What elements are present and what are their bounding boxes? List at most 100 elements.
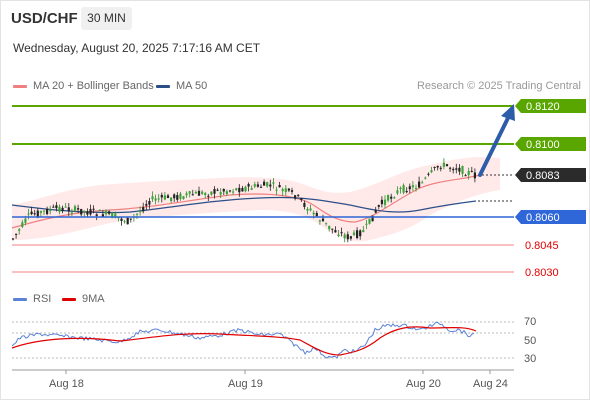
candle-body xyxy=(352,232,356,235)
candle-body xyxy=(269,184,272,187)
candle-body xyxy=(470,170,473,172)
candle-body xyxy=(306,208,309,211)
candle-body xyxy=(414,187,418,189)
candle-body xyxy=(58,206,61,212)
candle-body xyxy=(83,210,86,212)
candle-body xyxy=(77,208,80,210)
legend-rsi: RSI xyxy=(13,293,51,305)
price-tag-0-8083: 0.8083 xyxy=(515,168,586,182)
candle-body xyxy=(80,208,83,215)
candle-body xyxy=(117,217,120,219)
candle-body xyxy=(343,234,346,239)
candle-body xyxy=(163,195,166,200)
candle-body xyxy=(70,212,73,214)
candle-body xyxy=(303,202,306,207)
candle-body xyxy=(98,209,101,211)
rsi-axis-30: 30 xyxy=(524,353,536,365)
candle-body xyxy=(275,189,278,191)
candle-body xyxy=(334,230,337,233)
candle-body xyxy=(197,190,201,196)
candle-body xyxy=(445,164,449,167)
candle-body xyxy=(281,189,284,192)
price-tag-0-8060: 0.8060 xyxy=(515,210,586,224)
candle-body xyxy=(442,162,445,167)
candle-body xyxy=(24,218,27,223)
candle-body xyxy=(356,230,359,239)
bollinger-band xyxy=(12,157,500,242)
candle-body xyxy=(126,217,129,225)
candle-body xyxy=(253,184,256,187)
candle-body xyxy=(458,167,461,172)
candle-body xyxy=(36,210,39,218)
candle-body xyxy=(166,195,170,198)
candle-body xyxy=(402,185,405,193)
candle-body xyxy=(207,195,210,197)
candle-body xyxy=(449,167,452,169)
price-tag-label: 0.8100 xyxy=(526,139,560,151)
price-tag-label: 0.8083 xyxy=(526,170,560,182)
candle-body xyxy=(452,168,455,171)
candle-body xyxy=(111,212,114,219)
candle-body xyxy=(272,182,275,184)
rsi-axis-50: 50 xyxy=(524,335,536,347)
candle-body xyxy=(49,209,52,212)
candle-body xyxy=(73,206,77,211)
x-label-aug19: Aug 19 xyxy=(228,378,263,390)
candle-body xyxy=(18,229,21,231)
price-tag-label: 0.8060 xyxy=(526,212,560,224)
candle-body xyxy=(232,191,235,193)
legend-ma20-bollinger: MA 20 + Bollinger Bands xyxy=(13,80,154,92)
candle-body xyxy=(61,207,64,212)
legend-swatch xyxy=(13,297,27,301)
forecast-arrow-shaft xyxy=(478,116,510,177)
candle-body xyxy=(362,230,365,232)
candle-body xyxy=(108,211,111,214)
candle-body xyxy=(52,206,55,208)
candle-body xyxy=(241,188,244,192)
candle-body xyxy=(312,212,315,215)
candle-body xyxy=(104,210,108,215)
candle-body xyxy=(95,214,98,216)
candle-body xyxy=(55,205,58,209)
candle-body xyxy=(430,170,433,173)
candle-body xyxy=(325,222,328,224)
x-label-aug24: Aug 24 xyxy=(473,378,508,390)
candle-body xyxy=(346,234,349,240)
candle-body xyxy=(284,188,287,193)
legend-swatch xyxy=(13,84,27,88)
candle-body xyxy=(359,230,362,237)
candle-body xyxy=(399,187,402,189)
candle-body xyxy=(433,166,436,168)
candle-body xyxy=(173,194,176,199)
legend-swatch xyxy=(62,297,76,301)
candle-body xyxy=(89,209,92,215)
candle-body xyxy=(390,196,393,199)
candle-body xyxy=(263,181,266,186)
legend-swatch xyxy=(156,84,170,88)
candle-body xyxy=(42,210,46,212)
candle-body xyxy=(114,213,117,218)
legend-ma50: MA 50 xyxy=(156,80,207,92)
candle-body xyxy=(194,192,197,194)
candle-body xyxy=(309,208,312,211)
candle-body xyxy=(30,211,33,215)
candle-body xyxy=(256,184,259,187)
candle-body xyxy=(365,223,368,225)
x-label-aug20: Aug 20 xyxy=(406,378,441,390)
timeframe-badge[interactable]: 30 MIN xyxy=(81,7,132,30)
candle-body xyxy=(436,165,439,168)
legend-label: RSI xyxy=(33,293,52,305)
candle-body xyxy=(160,194,163,198)
candle-body xyxy=(39,211,42,213)
candle-body xyxy=(383,199,387,205)
candle-body xyxy=(300,198,303,200)
candle-body xyxy=(11,238,15,240)
candle-body xyxy=(139,210,142,213)
candle-body xyxy=(374,209,377,213)
candle-body xyxy=(210,191,213,195)
candle-body xyxy=(461,166,464,174)
candle-body xyxy=(467,170,470,176)
candle-body xyxy=(464,175,467,177)
candle-body xyxy=(216,189,219,191)
candle-body xyxy=(411,185,414,188)
